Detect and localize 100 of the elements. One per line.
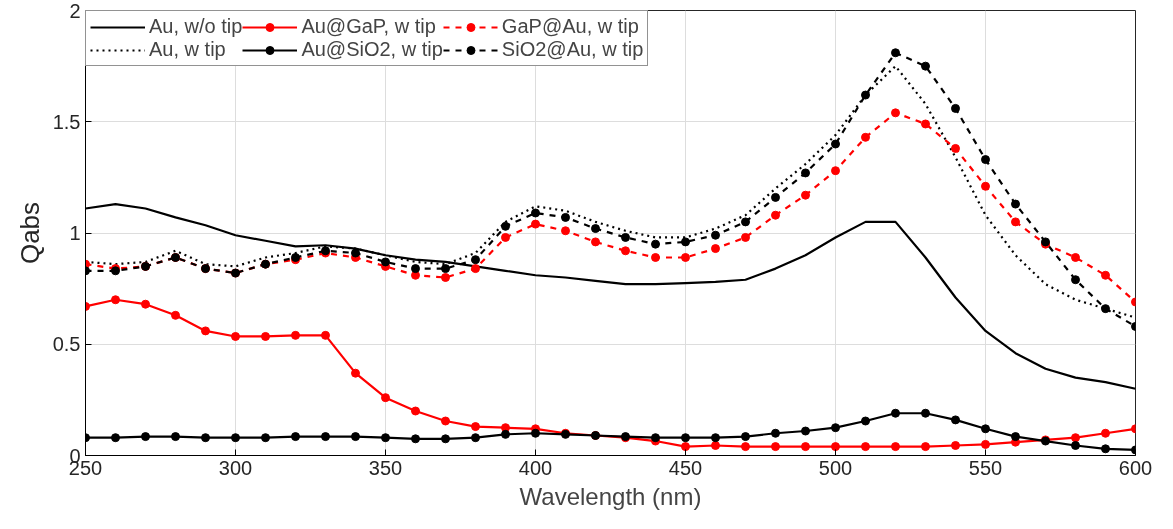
point [501,232,510,242]
point [321,432,330,442]
legend-label: Au, w/o tip [149,15,243,38]
point [531,219,540,229]
legend-label: GaP@Au, w tip [501,15,639,38]
point [1101,270,1110,280]
point [441,264,450,274]
point [531,428,540,438]
point [261,433,270,443]
point [771,210,780,220]
point [171,310,180,320]
point [921,442,930,452]
y-tick-label: 0.5 [52,333,81,356]
point [231,331,240,341]
point [951,103,960,113]
point [531,208,540,218]
point [591,237,600,247]
point [621,246,630,256]
point [831,139,840,149]
point [831,442,840,452]
point [711,230,720,240]
point [651,239,660,249]
point [621,232,630,242]
point [291,330,300,340]
point [411,264,420,274]
point [771,428,780,438]
point [471,433,480,443]
point [711,244,720,254]
point [1011,199,1020,209]
point [951,415,960,425]
point [861,132,870,142]
y-tick-label: 1 [69,222,81,244]
point [891,442,900,452]
x-tick-label: 450 [668,456,703,479]
y-tick-label: 1.5 [52,110,81,133]
point [951,143,960,153]
x-tick-label: 300 [218,456,253,479]
y-tick-label: 2 [69,0,81,22]
point [981,181,990,191]
point [801,190,810,200]
point [141,299,150,309]
point [681,252,690,262]
x-tick-label: 350 [368,456,403,479]
point [381,257,390,267]
point [351,248,360,258]
point [891,108,900,118]
point [201,433,210,443]
y-axis-title: Qabs [14,201,45,265]
point [681,433,690,443]
legend-label: Au@SiO2, w tip [301,38,443,61]
point [561,226,570,236]
point [711,441,720,450]
point [741,232,750,242]
point [951,441,960,450]
point [831,166,840,176]
point [1071,441,1080,450]
point [471,255,480,265]
point [981,155,990,165]
point [1071,433,1080,443]
point [351,432,360,442]
point [741,217,750,227]
point [411,434,420,444]
point [441,416,450,426]
point [711,433,720,443]
point [111,295,120,305]
point [1011,217,1020,227]
point [891,408,900,418]
point [291,432,300,442]
point [891,48,900,58]
point [111,433,120,443]
point [771,442,780,452]
point [1071,252,1080,262]
point [231,433,240,443]
point [1071,275,1080,285]
point [981,439,990,449]
x-tick-label: 500 [818,456,853,479]
point [1101,428,1110,438]
point [1011,432,1020,442]
point [171,432,180,442]
point [141,432,150,442]
legend-label: Au@GaP, w tip [301,15,436,38]
point [861,416,870,426]
point [741,432,750,442]
point [651,252,660,262]
x-axis-title: Wavelength (nm) [519,482,702,510]
point [681,442,690,452]
point [351,368,360,378]
point [981,424,990,434]
point [861,442,870,452]
point [921,61,930,71]
point [381,433,390,443]
point [591,224,600,234]
legend-label: SiO2@Au, w tip [501,38,644,61]
point [921,119,930,129]
point [861,90,870,100]
point [1101,304,1110,314]
point [441,434,450,444]
point [1101,444,1110,454]
point [321,330,330,340]
point [921,408,930,418]
